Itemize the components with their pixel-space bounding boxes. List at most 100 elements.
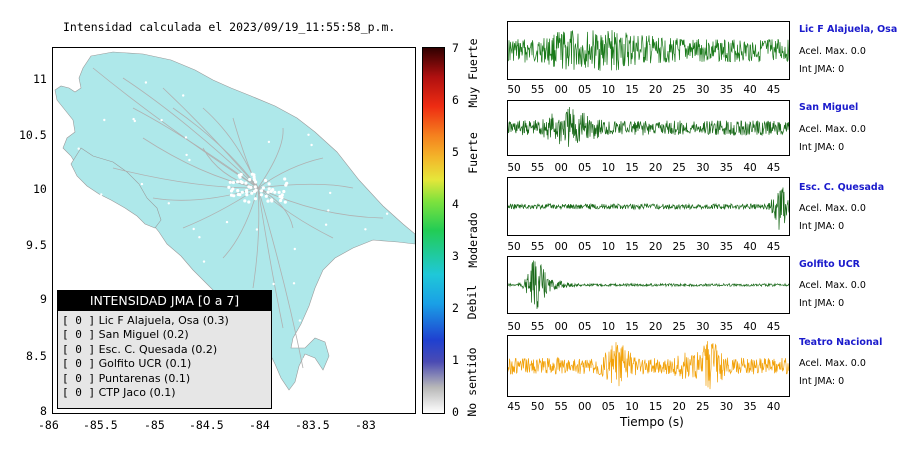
city-dot	[271, 188, 275, 192]
map-x-tick: -85.5	[83, 418, 118, 432]
city-dot	[188, 158, 191, 162]
station-name[interactable]: Esc. C. Quesada	[799, 182, 885, 193]
city-dot	[182, 94, 185, 97]
city-dot	[385, 212, 389, 215]
city-dot	[77, 201, 80, 204]
nicoya-peninsula	[70, 147, 162, 229]
station-name[interactable]: San Miguel	[799, 102, 859, 113]
waveform-tick-label: 10	[601, 241, 616, 253]
seismogram-line	[507, 106, 790, 147]
waveform-tick-label: 00	[554, 241, 568, 253]
waveform-panel[interactable]	[507, 256, 790, 314]
waveform-panel[interactable]	[507, 100, 790, 156]
city-dots	[72, 81, 389, 368]
city-dot	[253, 197, 258, 201]
colorbar-category: Moderado	[466, 212, 480, 268]
station-name[interactable]: Lic F Alajuela, Osa	[799, 24, 898, 35]
legend-item: [ 0 ] Esc. C. Quesada (0.2)	[62, 343, 271, 357]
city-dot	[184, 136, 188, 139]
station-int: Int JMA: 0	[799, 376, 845, 387]
road	[257, 187, 304, 369]
waveform-tick-label: 35	[719, 162, 734, 174]
road	[257, 183, 354, 189]
legend-level: [ 0 ]	[62, 314, 96, 327]
city-dot	[267, 182, 271, 186]
waveform-tick-label: 15	[625, 84, 639, 96]
station-acel: Acel. Max. 0.0	[799, 46, 866, 57]
waveform-panel[interactable]	[507, 21, 790, 80]
city-dot	[282, 189, 286, 194]
city-dot	[245, 193, 249, 197]
seismogram-line	[507, 341, 790, 390]
city-dot	[326, 299, 330, 303]
waveform-tick-label: 20	[672, 401, 686, 413]
city-dot	[240, 190, 244, 194]
waveform-panel[interactable]	[507, 177, 790, 236]
legend-level: [ 0 ]	[62, 371, 96, 385]
city-dot	[238, 193, 242, 197]
road	[222, 187, 259, 259]
legend-item: [ 0 ] San Miguel (0.2)	[62, 328, 271, 342]
city-dot	[283, 200, 287, 204]
legend-level: [ 0 ]	[62, 328, 96, 342]
map-y-tick: 11	[33, 72, 47, 86]
map-x-tick: -83	[355, 418, 376, 432]
waveform-tick-label: 30	[696, 84, 710, 96]
waveform-panel[interactable]	[507, 335, 790, 397]
waveform-trace	[507, 30, 790, 71]
city-dot	[244, 181, 248, 185]
station-name[interactable]: Golfito UCR	[799, 259, 860, 270]
time-axis-label: Tiempo (s)	[620, 415, 684, 429]
waveform-tick-label: 40	[743, 162, 757, 174]
city-dot	[277, 190, 281, 194]
city-dot	[117, 208, 120, 211]
waveform-tick-label: 55	[530, 321, 545, 333]
city-dot	[298, 319, 302, 322]
city-dot	[236, 180, 240, 184]
waveform-tick-label: 20	[648, 162, 663, 174]
station-acel: Acel. Max. 0.0	[799, 280, 866, 291]
station-acel: Acel. Max. 0.0	[799, 358, 866, 369]
map-x-tick: -83.5	[295, 418, 330, 432]
map-y-tick: 8	[40, 404, 47, 418]
legend-level: [ 0 ]	[62, 342, 96, 356]
colorbar-category: Muy Fuerte	[466, 38, 480, 108]
waveform-time-ticks: 50 55 00 05 10 15 20 25 30 35 40 45	[500, 241, 800, 253]
city-dot	[261, 186, 265, 190]
city-dot	[263, 178, 268, 183]
waveform-tick-label: 10	[601, 162, 616, 174]
waveform-tick-label: 55	[530, 241, 545, 253]
waveform-tick-label: 50	[507, 84, 521, 96]
waveform-tick-label: 55	[554, 401, 568, 413]
colorbar-tick: 3	[452, 249, 459, 263]
road	[162, 87, 259, 189]
city-dot	[372, 311, 375, 315]
waveform-tick-label: 45	[766, 162, 781, 174]
city-dot	[248, 177, 252, 182]
waveform-tick-label: 30	[696, 162, 710, 174]
map-x-tick: -84	[249, 418, 270, 432]
station-int: Int JMA: 0	[799, 64, 845, 75]
city-dot	[192, 227, 195, 231]
station-name[interactable]: Teatro Nacional	[799, 337, 883, 348]
costa-rica-land	[54, 51, 415, 391]
waveform-tick-label: 45	[766, 241, 781, 253]
city-dot	[103, 118, 106, 122]
city-dot	[267, 187, 271, 191]
city-dot	[238, 175, 242, 179]
waveform-tick-label: 30	[696, 321, 710, 333]
waveform-tick-label: 35	[719, 84, 734, 96]
city-dot	[77, 147, 80, 150]
intensity-colorbar	[422, 47, 445, 414]
waveform-tick-label: 20	[648, 84, 663, 96]
legend-list: [ 0 ] Lic F Alajuela, Osa (0.3) [ 0 ] Sa…	[58, 311, 271, 400]
waveform-tick-label: 35	[743, 401, 757, 413]
waveform-time-ticks: 45 50 55 00 05 10 15 20 25 30 35 40	[500, 401, 800, 413]
map-title: Intensidad calculada el 2023/09/19_11:55…	[63, 20, 396, 34]
waveform-tick-label: 25	[672, 321, 686, 333]
waveform-tick-label: 30	[719, 401, 734, 413]
city-dot	[231, 180, 235, 185]
waveform-tick-label: 35	[719, 321, 734, 333]
city-dot	[229, 193, 234, 197]
station-int: Int JMA: 0	[799, 142, 845, 153]
